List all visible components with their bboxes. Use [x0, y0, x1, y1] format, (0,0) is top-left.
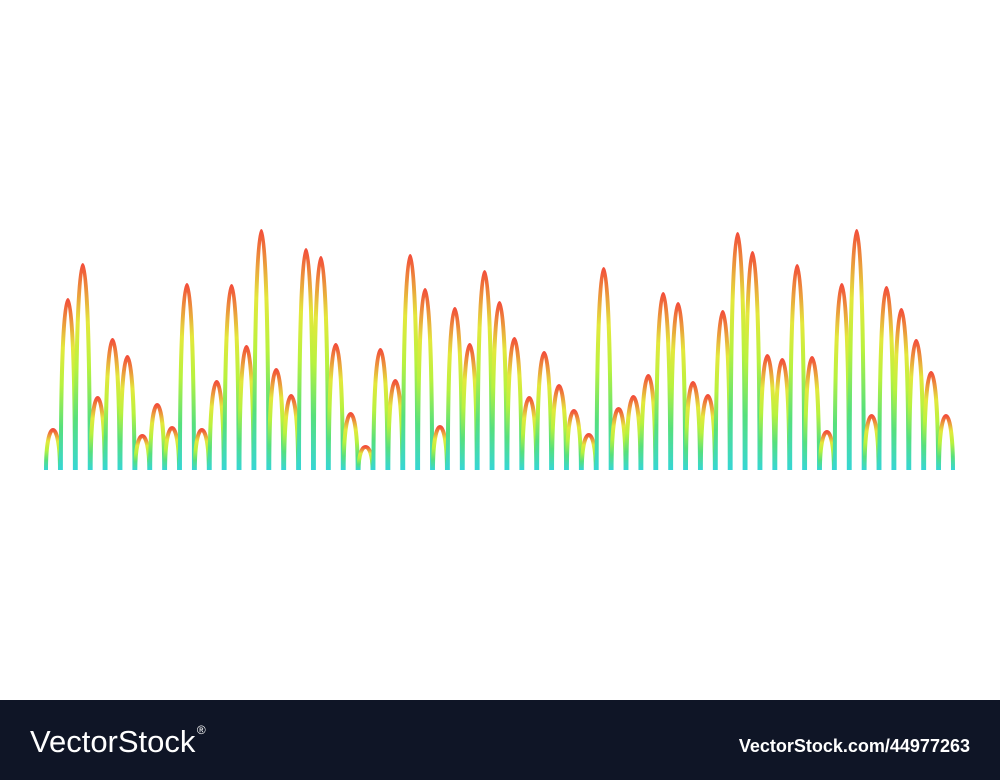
wave-arch — [728, 231, 747, 471]
wave-arch — [654, 291, 673, 471]
wave-arch — [743, 251, 762, 471]
wave-arch — [58, 297, 77, 471]
wave-arch — [297, 248, 316, 471]
image-id: VectorStock.com/44977263 — [739, 736, 970, 756]
wave-arch — [550, 384, 569, 471]
wave-arch — [326, 343, 345, 471]
wave-arch — [564, 408, 583, 471]
wave-arch — [222, 284, 241, 471]
background — [0, 0, 1000, 700]
wave-arch — [148, 402, 167, 471]
wave-arch — [177, 283, 196, 471]
wave-arch — [937, 414, 955, 471]
wave-arch — [669, 302, 688, 471]
wave-arch — [907, 339, 926, 471]
equalizer-wave — [44, 228, 955, 471]
wave-arch — [311, 256, 330, 471]
brand-mark: ® — [197, 723, 206, 737]
wave-arch — [73, 263, 92, 471]
wave-arch — [445, 306, 464, 471]
wave-arch — [252, 228, 271, 471]
wave-arch — [490, 300, 509, 471]
wave-arch — [758, 354, 777, 471]
wave-arch — [892, 308, 911, 471]
wave-arch — [475, 270, 494, 471]
wave-arch — [118, 354, 137, 471]
wave-arch — [416, 288, 435, 471]
wave-arch — [535, 351, 554, 471]
wave-arch — [401, 254, 420, 471]
wave-arch — [877, 286, 896, 471]
wave-arch — [341, 412, 360, 471]
wave-arch — [847, 228, 866, 471]
wave-arch — [267, 368, 286, 471]
wave-arch — [103, 338, 122, 471]
wave-arch — [505, 336, 524, 471]
wave-arch — [594, 267, 613, 471]
wave-arch — [371, 348, 390, 471]
wave-arch — [683, 381, 702, 471]
wave-arch — [922, 371, 941, 471]
wave-arch — [803, 356, 822, 471]
wave-arch — [788, 264, 807, 471]
brand-logo: VectorStock — [30, 724, 196, 759]
footer-bar — [0, 700, 1000, 780]
